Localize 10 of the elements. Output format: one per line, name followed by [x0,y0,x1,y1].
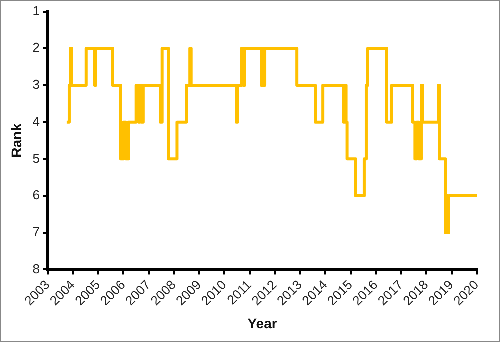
y-tick-label: 8 [32,261,40,276]
y-tick-label: 1 [32,3,40,18]
x-axis-title: Year [248,315,278,332]
y-tick-label: 4 [32,114,40,129]
y-tick-label: 2 [32,40,40,56]
y-tick-label: 7 [32,224,40,240]
y-tick-label: 3 [32,77,40,92]
y-axis-title: Rank [8,123,24,158]
y-tick-label: 6 [32,188,40,203]
y-tick-label: 5 [32,150,40,166]
